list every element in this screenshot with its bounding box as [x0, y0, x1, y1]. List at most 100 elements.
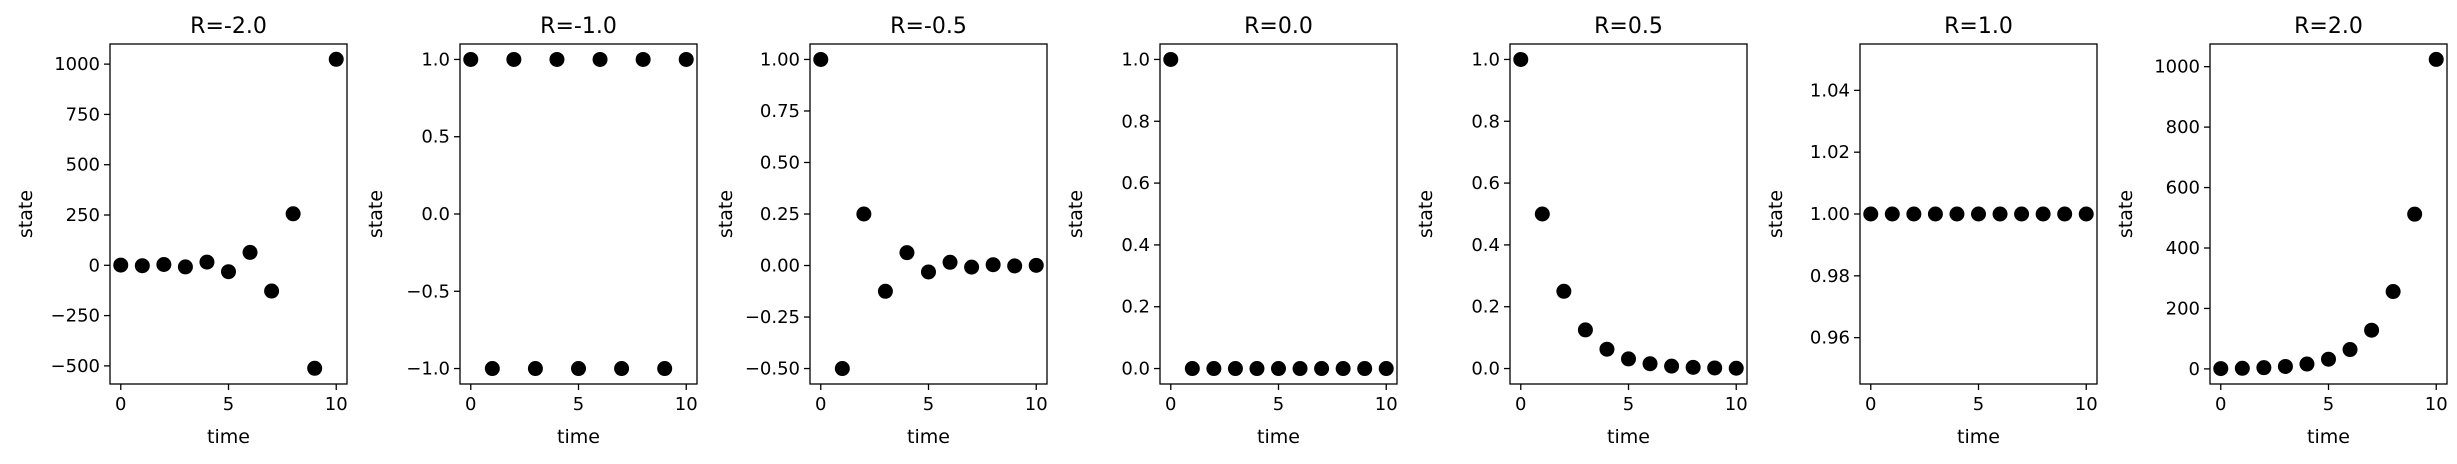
y-tick-label: 250	[66, 205, 100, 226]
axes-frame	[109, 43, 348, 385]
x-tick-label: 10	[2075, 394, 2098, 415]
x-tick-label: 10	[2425, 394, 2448, 415]
subplot-title: R=-0.5	[890, 14, 967, 39]
data-point	[328, 51, 344, 67]
y-axis-label: state	[365, 190, 387, 238]
data-point	[2321, 351, 2336, 367]
data-point	[1707, 360, 1723, 376]
y-tick-label: 1.0	[1471, 49, 1500, 70]
subplot-1: R=-2.0 0 5 10 −500 −250 0 250 500 750 1000 time stat…	[15, 14, 348, 448]
data-point	[2428, 51, 2444, 67]
y-axis-label: state	[1065, 190, 1087, 238]
data-point	[1685, 359, 1701, 375]
y-tick-label: −0.5	[406, 281, 450, 302]
y-axis-label: state	[1415, 190, 1437, 238]
data-point	[1906, 206, 1922, 222]
x-tick-label: 0	[465, 394, 476, 415]
data-point	[1642, 356, 1658, 372]
y-tick-label: −250	[51, 306, 100, 327]
y-tick-label: 0.0	[1121, 359, 1150, 380]
axes-frame	[1859, 43, 2098, 385]
data-point	[1357, 361, 1373, 377]
data-point	[177, 259, 193, 275]
data-point	[307, 360, 323, 376]
x-tick-label: 5	[1623, 394, 1634, 415]
subplot-title: R=2.0	[2294, 14, 2363, 39]
data-point	[1007, 258, 1023, 274]
data-point	[2385, 284, 2401, 300]
data-point	[527, 361, 543, 377]
x-tick-label: 5	[1273, 394, 1284, 415]
x-tick-label: 10	[1725, 394, 1748, 415]
data-point	[1163, 51, 1179, 67]
data-point	[942, 254, 958, 270]
data-point	[856, 206, 872, 222]
data-point	[1621, 351, 1636, 367]
y-tick-label: −500	[51, 356, 100, 377]
data-point	[1992, 206, 2008, 222]
x-tick-label: 10	[325, 394, 348, 415]
data-point	[1884, 206, 1900, 222]
data-point	[1314, 361, 1330, 377]
y-tick-label: 0.2	[1471, 297, 1500, 318]
subplot-2: R=-1.0 0 5 10 −1.0 −0.5 0.0 0.5 1.0 time state	[365, 14, 698, 448]
y-tick-label: 1.04	[1810, 80, 1850, 101]
y-tick-label: 0.50	[760, 152, 800, 173]
data-point	[1664, 358, 1680, 374]
y-tick-label: 200	[2166, 298, 2200, 319]
data-point	[1028, 257, 1044, 273]
y-tick-label: 0	[89, 255, 100, 276]
data-point	[899, 245, 915, 261]
x-tick-label: 0	[815, 394, 826, 415]
axes-frame	[459, 43, 698, 385]
y-tick-label: −0.25	[745, 307, 800, 328]
y-tick-label: 0.5	[421, 127, 450, 148]
x-axis-label: time	[207, 426, 250, 448]
data-point	[2342, 342, 2358, 358]
data-point	[285, 206, 301, 222]
y-tick-label: 1000	[2154, 57, 2200, 78]
data-point	[463, 51, 479, 67]
y-tick-label: 400	[2166, 238, 2200, 259]
x-axis-label: time	[1257, 426, 1300, 448]
y-tick-label: −1.0	[406, 359, 450, 380]
y-axis-label: state	[715, 190, 737, 238]
x-tick-label: 0	[115, 394, 126, 415]
data-point	[813, 51, 829, 67]
data-point	[1227, 361, 1243, 377]
data-point	[2277, 358, 2293, 374]
data-point	[1728, 360, 1744, 376]
y-tick-label: 1.00	[1810, 204, 1850, 225]
data-point	[1249, 361, 1265, 377]
x-tick-label: 5	[2323, 394, 2334, 415]
x-axis-label: time	[1957, 426, 2000, 448]
y-tick-label: 0	[2189, 359, 2200, 380]
y-tick-label: 1.0	[421, 49, 450, 70]
data-point	[221, 264, 236, 280]
x-tick-label: 0	[1865, 394, 1876, 415]
y-tick-label: 0.00	[760, 256, 800, 277]
y-tick-label: 0.75	[760, 101, 800, 122]
y-axis-label: state	[1765, 190, 1787, 238]
x-tick-label: 10	[1025, 394, 1048, 415]
subplot-3: R=-0.5 0 5 10 −0.50 −0.25 0.00 0.25 0.50 0.75 1.00…	[715, 14, 1048, 448]
y-tick-label: 0.4	[1121, 235, 1150, 256]
data-point	[134, 258, 150, 274]
data-point	[571, 361, 586, 377]
data-point	[2299, 356, 2315, 372]
y-tick-label: 0.98	[1810, 266, 1850, 287]
data-point	[1599, 341, 1615, 357]
y-tick-label: 0.25	[760, 204, 800, 225]
y-tick-label: 0.6	[1121, 173, 1150, 194]
data-point	[2057, 206, 2073, 222]
data-point	[678, 51, 694, 67]
data-point	[506, 51, 522, 67]
y-tick-label: 0.96	[1810, 328, 1850, 349]
subplot-4: R=0.0 0 5 10 0.0 0.2 0.4 0.6 0.8 1.0 time state	[1065, 14, 1398, 448]
x-tick-label: 0	[1515, 394, 1526, 415]
data-point	[199, 254, 215, 270]
data-point	[2078, 206, 2094, 222]
data-point	[2035, 206, 2051, 222]
data-point	[1206, 361, 1222, 377]
